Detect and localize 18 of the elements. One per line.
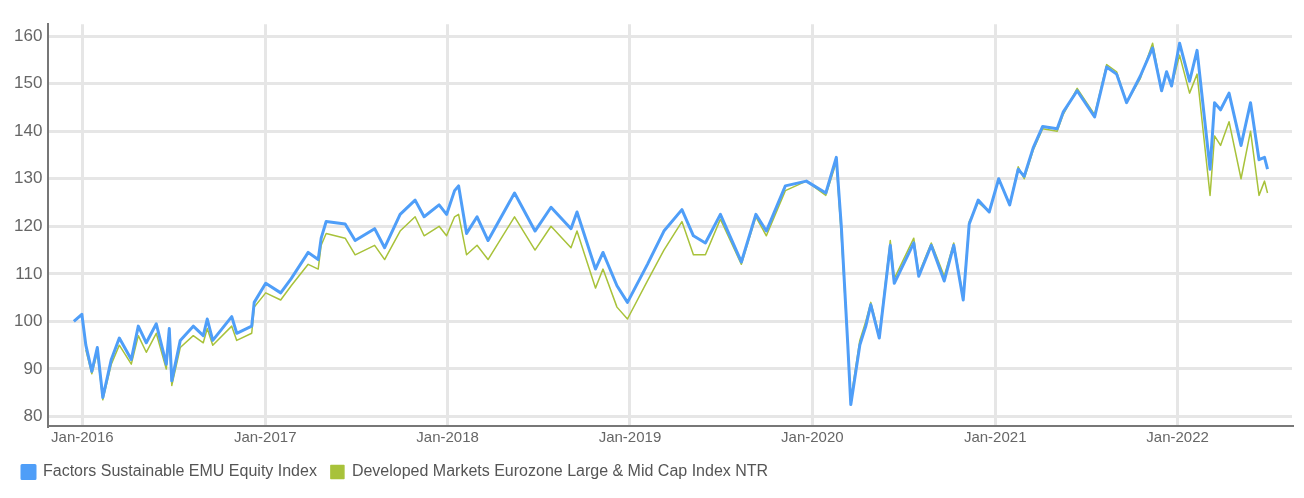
legend-label: Developed Markets Eurozone Large & Mid Cap Index NTR: [351, 462, 769, 480]
y-tick-label: 160: [13, 25, 43, 45]
y-tick-label: 150: [13, 73, 43, 93]
y-tick-label: 120: [13, 215, 43, 235]
x-tick-label: Jan-2022: [1146, 428, 1209, 446]
y-tick-label: 140: [13, 120, 43, 140]
x-tick-label: Jan-2016: [51, 428, 114, 446]
x-tick-label: Jan-2019: [598, 428, 662, 446]
x-tick-label: Jan-2018: [416, 428, 479, 446]
y-tick-label: 100: [13, 311, 43, 331]
y-tick-label: 110: [15, 263, 43, 283]
x-tick-label: Jan-2017: [233, 428, 297, 446]
y-tick-label: 90: [23, 358, 43, 378]
legend-label: Factors Sustainable EMU Equity Index: [43, 462, 317, 480]
x-tick-label: Jan-2020: [781, 428, 844, 446]
y-tick-label: 80: [23, 406, 43, 426]
y-tick-label: 130: [13, 168, 43, 188]
x-tick-label: Jan-2021: [963, 428, 1027, 446]
